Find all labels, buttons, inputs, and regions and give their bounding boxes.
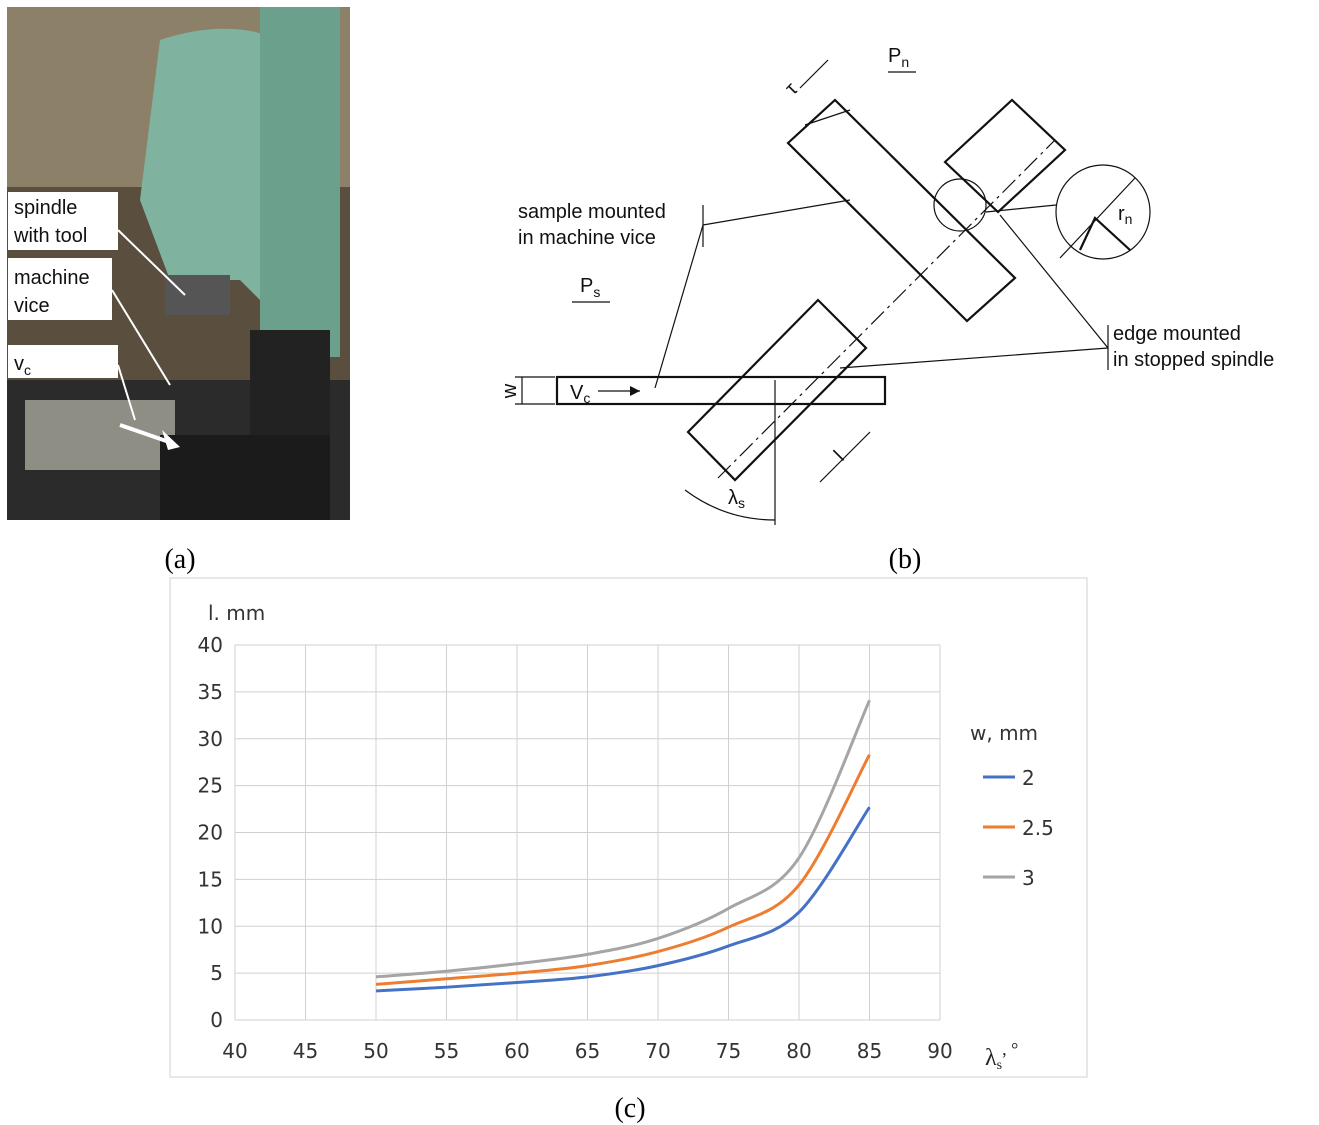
legend-label: 3 [1022, 866, 1035, 890]
diagram-label: sample mounted [518, 201, 666, 223]
x-tick-label: 85 [857, 1039, 882, 1063]
x-tick-label: 70 [645, 1039, 670, 1063]
y-tick-label: 10 [198, 914, 223, 938]
caption: (c) [614, 1093, 645, 1124]
diagram-label: Pn [888, 45, 909, 70]
x-tick-label: 55 [434, 1039, 459, 1063]
photo-label: machine [14, 267, 90, 289]
y-tick-label: 30 [198, 727, 223, 751]
y-tick-label: 25 [198, 774, 223, 798]
x-tick-label: 40 [222, 1039, 247, 1063]
x-tick-label: 45 [293, 1039, 318, 1063]
x-tick-label: 65 [575, 1039, 600, 1063]
y-axis-label: l. mm [208, 601, 265, 625]
legend-label: 2.5 [1022, 816, 1054, 840]
y-tick-label: 5 [210, 961, 223, 985]
y-tick-label: 20 [198, 821, 223, 845]
diagram-label: edge mounted [1113, 323, 1241, 345]
figure: spindle with tool machine vice vc [0, 0, 1319, 1125]
x-tick-label: 90 [927, 1039, 952, 1063]
diagram-label: Ps [580, 275, 600, 300]
diagram-label: λs [728, 487, 745, 511]
y-tick-label: 40 [198, 633, 223, 657]
photo [7, 7, 350, 520]
y-tick-label: 0 [210, 1008, 223, 1032]
chart-frame [170, 578, 1087, 1077]
diagram-label: rn [1118, 203, 1132, 227]
diagram-label: in machine vice [518, 227, 656, 249]
diagram [515, 60, 1150, 525]
diagram-label: Vc [570, 382, 590, 406]
y-tick-label: 15 [198, 867, 223, 891]
y-tick-label: 35 [198, 680, 223, 704]
x-tick-label: 75 [716, 1039, 741, 1063]
x-tick-label: 60 [504, 1039, 529, 1063]
photo-label: vice [14, 295, 50, 317]
x-tick-label: 80 [786, 1039, 811, 1063]
diagram-label: in stopped spindle [1113, 349, 1274, 371]
photo-label: spindle [14, 197, 77, 219]
photo-label: with tool [13, 225, 87, 247]
legend-label: 2 [1022, 766, 1035, 790]
caption: (b) [889, 544, 922, 575]
x-tick-label: 50 [363, 1039, 388, 1063]
diagram-label: τ [781, 78, 802, 99]
caption: (a) [164, 544, 195, 575]
diagram-label: w [499, 383, 521, 399]
legend-title: w, mm [970, 721, 1038, 745]
